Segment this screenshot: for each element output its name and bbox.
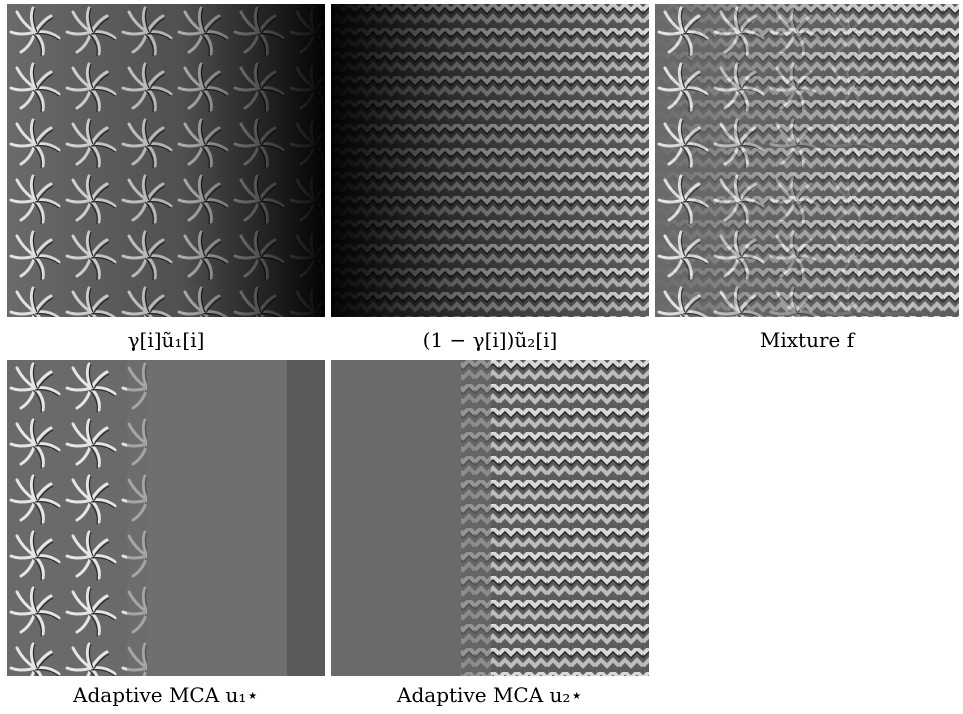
panel-mixture <box>655 4 959 317</box>
caption-gamma-u1: γ[i]ũ₁[i] <box>127 328 205 352</box>
adaptive-mca-u1-image <box>7 360 325 676</box>
caption-adaptive-mca-u1: Adaptive MCA u₁⋆ <box>73 683 259 707</box>
caption-one-minus-gamma-u2: (1 − γ[i])ũ₂[i] <box>422 328 558 352</box>
mixture-texture-image <box>655 4 959 317</box>
adaptive-mca-u2-image <box>331 360 649 676</box>
panel-one-minus-gamma-u2 <box>331 4 649 317</box>
weave-texture-image <box>331 4 649 317</box>
caption-adaptive-mca-u2: Adaptive MCA u₂⋆ <box>397 683 583 707</box>
flower-texture-image <box>7 4 325 317</box>
panel-adaptive-mca-u2 <box>331 360 649 676</box>
panel-adaptive-mca-u1 <box>7 360 325 676</box>
caption-mixture: Mixture f <box>759 328 855 352</box>
panel-gamma-u1 <box>7 4 325 317</box>
